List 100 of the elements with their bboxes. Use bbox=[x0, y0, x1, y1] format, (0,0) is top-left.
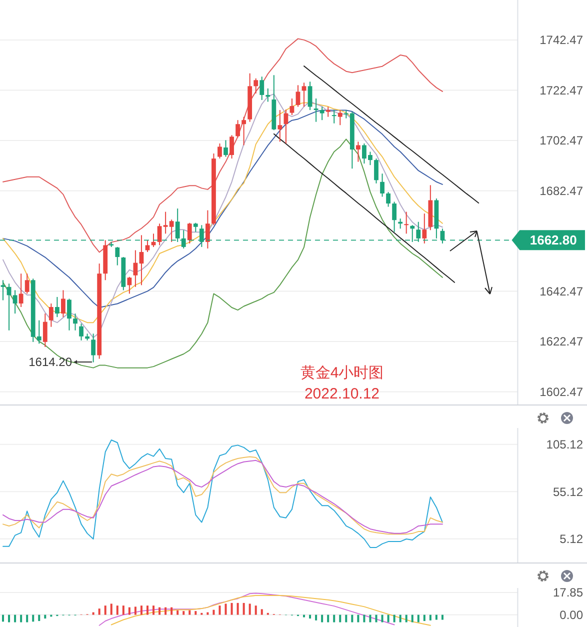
bar bbox=[405, 614, 408, 622]
bar bbox=[32, 614, 34, 622]
bar bbox=[116, 606, 118, 615]
candlestick bbox=[296, 84, 300, 108]
candlestick bbox=[242, 116, 246, 146]
bar bbox=[92, 612, 94, 615]
bar bbox=[2, 614, 4, 622]
candlestick bbox=[314, 98, 318, 122]
bar bbox=[315, 614, 318, 620]
bar bbox=[381, 614, 384, 622]
y-tick-label: 1682.47 bbox=[540, 184, 584, 198]
bar bbox=[128, 607, 130, 615]
candlestick bbox=[230, 134, 234, 160]
line-series bbox=[2, 440, 443, 548]
y-tick-label: 1622.47 bbox=[540, 334, 584, 349]
bar bbox=[38, 614, 40, 622]
candlestick bbox=[0, 280, 6, 301]
candlestick bbox=[404, 211, 409, 234]
bar bbox=[218, 606, 221, 615]
y-tick-label: 1722.47 bbox=[540, 83, 584, 98]
candlestick bbox=[115, 246, 120, 266]
candlestick bbox=[236, 120, 240, 138]
bar bbox=[104, 606, 106, 615]
bar bbox=[26, 614, 28, 622]
bar bbox=[303, 614, 306, 618]
y-tick-label: 5.12 bbox=[560, 532, 584, 546]
candlestick bbox=[42, 313, 48, 348]
candlestick bbox=[193, 222, 198, 232]
bar bbox=[417, 614, 420, 622]
bar bbox=[242, 602, 245, 615]
bar bbox=[441, 614, 444, 620]
candlestick bbox=[187, 222, 192, 244]
candlestick bbox=[79, 323, 84, 341]
bar bbox=[236, 602, 239, 615]
candlestick bbox=[54, 296, 60, 318]
candlestick bbox=[91, 333, 96, 363]
bar bbox=[411, 614, 414, 622]
bar bbox=[164, 607, 167, 615]
candlestick bbox=[290, 98, 294, 116]
candlestick bbox=[127, 276, 132, 294]
candlestick bbox=[422, 213, 427, 244]
candlestick bbox=[302, 82, 306, 108]
candlestick bbox=[338, 110, 342, 126]
annotation: 黄金4小时图 bbox=[300, 364, 384, 382]
line-series bbox=[304, 66, 480, 204]
bar bbox=[399, 614, 402, 622]
bar bbox=[363, 614, 366, 622]
bar bbox=[429, 614, 432, 620]
bar bbox=[351, 614, 354, 622]
bar bbox=[206, 612, 209, 615]
candlestick bbox=[392, 201, 397, 232]
bar bbox=[248, 604, 251, 615]
candlestick bbox=[260, 76, 264, 100]
annotation: 1614.20 bbox=[28, 355, 72, 370]
bar bbox=[170, 607, 173, 615]
bar bbox=[387, 614, 390, 622]
candlestick bbox=[61, 290, 66, 318]
bar bbox=[20, 614, 22, 622]
bar bbox=[134, 606, 136, 615]
bar bbox=[194, 611, 197, 615]
candlestick bbox=[308, 81, 312, 111]
candlestick bbox=[320, 106, 324, 121]
bar bbox=[254, 606, 257, 615]
annotation: 2022.10.12 bbox=[304, 385, 380, 402]
bar bbox=[8, 614, 10, 622]
candlestick bbox=[18, 273, 24, 308]
candlestick bbox=[67, 298, 72, 331]
bar bbox=[188, 610, 191, 615]
bar bbox=[369, 614, 372, 622]
candlestick bbox=[12, 290, 18, 314]
bar bbox=[158, 607, 161, 615]
bar bbox=[309, 614, 312, 619]
line-series bbox=[2, 38, 443, 253]
bar bbox=[14, 614, 16, 622]
bar bbox=[333, 614, 336, 622]
y-tick-label: 1642.47 bbox=[540, 284, 584, 298]
candlestick bbox=[139, 234, 144, 286]
candlestick bbox=[205, 210, 210, 249]
y-tick-label: 1742.47 bbox=[540, 33, 584, 48]
y-tick-label: 17.85 bbox=[552, 586, 584, 600]
bar bbox=[122, 606, 124, 615]
bar bbox=[230, 602, 233, 615]
bar bbox=[327, 614, 330, 622]
line-series bbox=[273, 133, 456, 283]
bar bbox=[339, 614, 342, 622]
candlestick bbox=[356, 141, 360, 162]
bar bbox=[146, 606, 148, 615]
bar bbox=[345, 614, 348, 622]
candlestick bbox=[48, 303, 54, 328]
candlestick bbox=[380, 173, 384, 198]
bar bbox=[393, 614, 396, 622]
y-tick-label: 1602.47 bbox=[540, 384, 584, 399]
candlestick bbox=[224, 140, 228, 158]
candlestick bbox=[218, 142, 222, 160]
candlestick bbox=[254, 78, 258, 94]
candlestick bbox=[326, 106, 330, 118]
candlestick bbox=[386, 191, 390, 208]
bar bbox=[375, 614, 378, 622]
ref-line-label: 1662.80 bbox=[530, 232, 577, 248]
bar bbox=[110, 604, 112, 615]
